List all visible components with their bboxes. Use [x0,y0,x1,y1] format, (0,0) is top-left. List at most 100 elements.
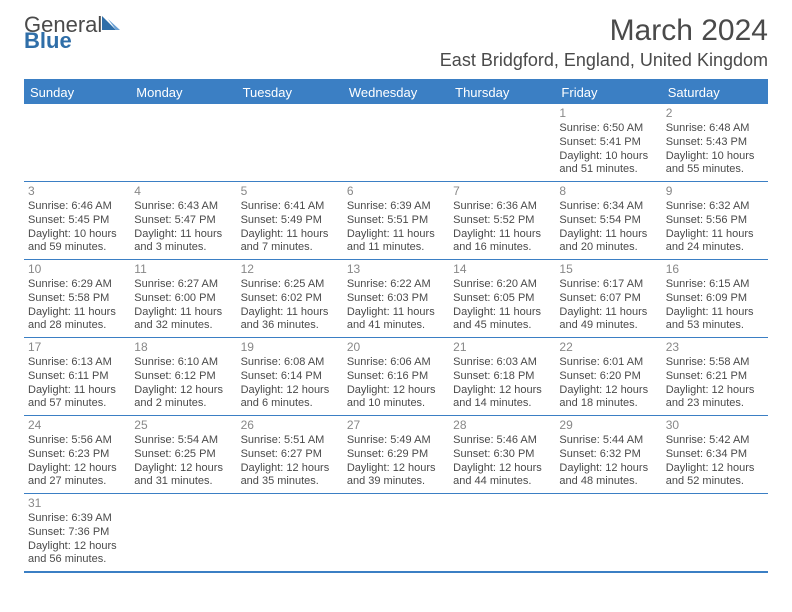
calendar-cell [555,494,661,571]
calendar-cell [449,494,555,571]
calendar-cell [343,494,449,571]
daylight-line2: and 11 minutes. [347,241,445,255]
calendar-cell: 5Sunrise: 6:41 AMSunset: 5:49 PMDaylight… [237,182,343,259]
day-number: 25 [134,418,232,433]
daylight-line1: Daylight: 11 hours [241,228,339,242]
day-number: 23 [666,340,764,355]
daylight-line1: Daylight: 11 hours [559,228,657,242]
calendar-week: 1Sunrise: 6:50 AMSunset: 5:41 PMDaylight… [24,104,768,182]
daylight-line1: Daylight: 11 hours [347,306,445,320]
calendar-cell: 25Sunrise: 5:54 AMSunset: 6:25 PMDayligh… [130,416,236,493]
sunset-line: Sunset: 6:02 PM [241,292,339,306]
sunset-line: Sunset: 5:41 PM [559,136,657,150]
day-number: 12 [241,262,339,277]
sunset-line: Sunset: 5:56 PM [666,214,764,228]
sunset-line: Sunset: 6:12 PM [134,370,232,384]
daylight-line2: and 16 minutes. [453,241,551,255]
day-number: 22 [559,340,657,355]
daylight-line2: and 44 minutes. [453,475,551,489]
weekday-label: Saturday [662,81,768,104]
sunrise-line: Sunrise: 6:46 AM [28,200,126,214]
sunrise-line: Sunrise: 6:01 AM [559,356,657,370]
calendar-cell: 8Sunrise: 6:34 AMSunset: 5:54 PMDaylight… [555,182,661,259]
sunrise-line: Sunrise: 5:58 AM [666,356,764,370]
sunrise-line: Sunrise: 6:08 AM [241,356,339,370]
daylight-line2: and 36 minutes. [241,319,339,333]
daylight-line2: and 24 minutes. [666,241,764,255]
daylight-line2: and 32 minutes. [134,319,232,333]
calendar-cell: 26Sunrise: 5:51 AMSunset: 6:27 PMDayligh… [237,416,343,493]
calendar-cell: 30Sunrise: 5:42 AMSunset: 6:34 PMDayligh… [662,416,768,493]
daylight-line1: Daylight: 11 hours [134,306,232,320]
calendar-cell [24,104,130,181]
sunrise-line: Sunrise: 6:25 AM [241,278,339,292]
daylight-line2: and 39 minutes. [347,475,445,489]
sunrise-line: Sunrise: 6:43 AM [134,200,232,214]
day-number: 13 [347,262,445,277]
day-number: 29 [559,418,657,433]
sunset-line: Sunset: 6:00 PM [134,292,232,306]
sunset-line: Sunset: 6:20 PM [559,370,657,384]
sunrise-line: Sunrise: 6:06 AM [347,356,445,370]
day-number: 2 [666,106,764,121]
day-number: 16 [666,262,764,277]
daylight-line2: and 20 minutes. [559,241,657,255]
daylight-line2: and 2 minutes. [134,397,232,411]
sunrise-line: Sunrise: 6:29 AM [28,278,126,292]
sunrise-line: Sunrise: 6:34 AM [559,200,657,214]
logo-sail-icon [100,14,122,36]
day-number: 17 [28,340,126,355]
sunrise-line: Sunrise: 6:15 AM [666,278,764,292]
sunrise-line: Sunrise: 5:46 AM [453,434,551,448]
daylight-line1: Daylight: 11 hours [28,306,126,320]
sunrise-line: Sunrise: 6:03 AM [453,356,551,370]
daylight-line2: and 23 minutes. [666,397,764,411]
weekday-label: Friday [555,81,661,104]
daylight-line2: and 55 minutes. [666,163,764,177]
daylight-line2: and 49 minutes. [559,319,657,333]
weekday-label: Sunday [24,81,130,104]
calendar-cell: 11Sunrise: 6:27 AMSunset: 6:00 PMDayligh… [130,260,236,337]
calendar: SundayMondayTuesdayWednesdayThursdayFrid… [24,79,768,573]
calendar-week: 31Sunrise: 6:39 AMSunset: 7:36 PMDayligh… [24,494,768,571]
calendar-cell [449,104,555,181]
sunset-line: Sunset: 7:36 PM [28,526,126,540]
daylight-line2: and 6 minutes. [241,397,339,411]
daylight-line2: and 51 minutes. [559,163,657,177]
day-number: 26 [241,418,339,433]
daylight-line2: and 27 minutes. [28,475,126,489]
calendar-cell: 20Sunrise: 6:06 AMSunset: 6:16 PMDayligh… [343,338,449,415]
daylight-line1: Daylight: 12 hours [241,384,339,398]
daylight-line1: Daylight: 11 hours [347,228,445,242]
daylight-line2: and 59 minutes. [28,241,126,255]
sunset-line: Sunset: 6:05 PM [453,292,551,306]
calendar-cell: 19Sunrise: 6:08 AMSunset: 6:14 PMDayligh… [237,338,343,415]
daylight-line1: Daylight: 12 hours [347,384,445,398]
sunset-line: Sunset: 6:11 PM [28,370,126,384]
calendar-cell [343,104,449,181]
daylight-line2: and 10 minutes. [347,397,445,411]
day-number: 4 [134,184,232,199]
sunrise-line: Sunrise: 6:36 AM [453,200,551,214]
daylight-line1: Daylight: 12 hours [666,384,764,398]
sunrise-line: Sunrise: 6:39 AM [347,200,445,214]
sunset-line: Sunset: 6:09 PM [666,292,764,306]
sunset-line: Sunset: 5:49 PM [241,214,339,228]
daylight-line1: Daylight: 12 hours [559,384,657,398]
sunset-line: Sunset: 6:18 PM [453,370,551,384]
sunrise-line: Sunrise: 5:42 AM [666,434,764,448]
calendar-cell: 31Sunrise: 6:39 AMSunset: 7:36 PMDayligh… [24,494,130,571]
day-number: 6 [347,184,445,199]
weekday-header: SundayMondayTuesdayWednesdayThursdayFrid… [24,81,768,104]
sunset-line: Sunset: 5:45 PM [28,214,126,228]
sunset-line: Sunset: 6:07 PM [559,292,657,306]
header: General Blue March 2024 East Bridgford, … [24,14,768,71]
calendar-cell: 24Sunrise: 5:56 AMSunset: 6:23 PMDayligh… [24,416,130,493]
calendar-cell: 12Sunrise: 6:25 AMSunset: 6:02 PMDayligh… [237,260,343,337]
sunrise-line: Sunrise: 6:27 AM [134,278,232,292]
daylight-line1: Daylight: 10 hours [559,150,657,164]
day-number: 30 [666,418,764,433]
day-number: 24 [28,418,126,433]
calendar-cell: 17Sunrise: 6:13 AMSunset: 6:11 PMDayligh… [24,338,130,415]
calendar-cell [130,104,236,181]
